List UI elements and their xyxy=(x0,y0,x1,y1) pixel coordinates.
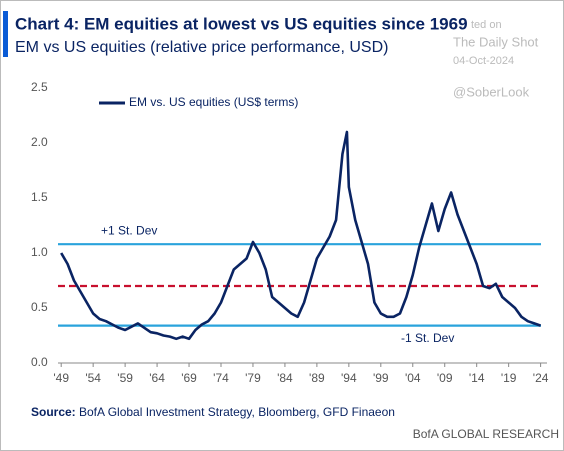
y-tick-label: 2.0 xyxy=(31,135,48,149)
x-tick-label: '69 xyxy=(181,371,197,385)
x-tick-label: '49 xyxy=(53,371,69,385)
x-tick-label: '64 xyxy=(149,371,165,385)
x-tick-label: '54 xyxy=(85,371,101,385)
x-tick-label: '09 xyxy=(437,371,453,385)
x-tick-label: '74 xyxy=(213,371,229,385)
x-tick-label: '59 xyxy=(117,371,133,385)
x-tick-label: '94 xyxy=(341,371,357,385)
legend-label: EM vs. US equities (US$ terms) xyxy=(129,95,298,109)
watermark: The Daily Shot xyxy=(453,34,539,49)
y-tick-label: 2.5 xyxy=(31,80,48,94)
chart-title: Chart 4: EM equities at lowest vs US equ… xyxy=(15,14,468,33)
source: BofA Global Investment Strategy, Bloombe… xyxy=(79,405,395,419)
x-tick-label: '24 xyxy=(533,371,549,385)
y-tick-label: 0.0 xyxy=(31,355,48,369)
x-tick-label: '89 xyxy=(309,371,325,385)
series-line xyxy=(60,130,542,341)
chart-subtitle: EM vs US equities (relative price perfor… xyxy=(15,39,388,56)
source-label: Source: xyxy=(31,405,76,419)
footer: BofA GLOBAL RESEARCH xyxy=(413,427,559,441)
y-tick-label: 1.5 xyxy=(31,190,48,204)
watermark: ted on xyxy=(471,19,502,31)
title-accent xyxy=(3,11,8,57)
x-tick-label: '14 xyxy=(469,371,485,385)
x-tick-label: '04 xyxy=(405,371,421,385)
y-tick-label: 0.5 xyxy=(31,300,48,314)
x-tick-label: '19 xyxy=(501,371,517,385)
y-tick-label: 1.0 xyxy=(31,245,48,259)
x-tick-label: '99 xyxy=(373,371,389,385)
reference-label: -1 St. Dev xyxy=(401,331,454,345)
watermark: 04-Oct-2024 xyxy=(453,55,514,67)
x-tick-label: '84 xyxy=(277,371,293,385)
x-tick-label: '79 xyxy=(245,371,261,385)
reference-label: +1 St. Dev xyxy=(101,223,157,237)
watermark: @SoberLook xyxy=(453,84,530,99)
